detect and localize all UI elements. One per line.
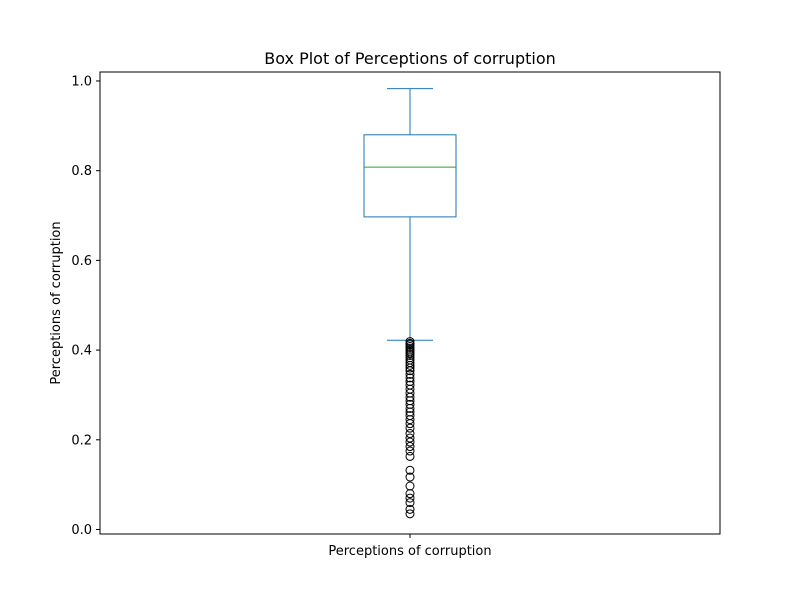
outlier-point [405, 446, 415, 456]
outlier-point [405, 498, 415, 508]
outlier-point [405, 363, 415, 373]
outlier-point [405, 509, 415, 519]
outlier-point [405, 392, 415, 402]
y-axis-label: Perceptions of corruption [49, 221, 64, 384]
outlier-point [405, 415, 415, 425]
outlier-point [405, 366, 415, 376]
outlier-point [405, 403, 415, 413]
outlier-point [405, 442, 415, 452]
outlier-point [405, 489, 415, 499]
y-tick-label: 0.6 [71, 254, 92, 269]
y-tick-label: 0.8 [71, 164, 92, 179]
outlier-point [405, 423, 415, 433]
outlier-point [405, 437, 415, 447]
plot-area: 0.0 0.2 0.4 0.6 0.8 1.0 Perceptions of corrupt… [71, 74, 491, 559]
outlier-point [405, 465, 415, 475]
outlier-point [405, 451, 415, 461]
outlier-point [405, 472, 415, 482]
outlier-point [405, 369, 415, 379]
axes-frame [99, 71, 721, 535]
y-tick-label: 0.2 [71, 433, 92, 448]
y-tick-label: 1.0 [71, 74, 92, 89]
outlier-point [405, 360, 415, 370]
y-tick-label: 0.4 [71, 344, 92, 359]
outlier-point [405, 429, 415, 439]
outlier-point [405, 433, 415, 443]
outlier-point [405, 504, 415, 514]
outlier-point [405, 419, 415, 429]
chart-title: Box Plot of Perceptions of corruption [264, 49, 556, 68]
outlier-point [405, 373, 415, 383]
y-tick-label: 0.0 [71, 523, 92, 538]
iqr-box [363, 134, 457, 218]
outlier-point [405, 350, 415, 360]
x-tick-label: Perceptions of corruption [328, 544, 491, 559]
outlier-point [405, 493, 415, 503]
